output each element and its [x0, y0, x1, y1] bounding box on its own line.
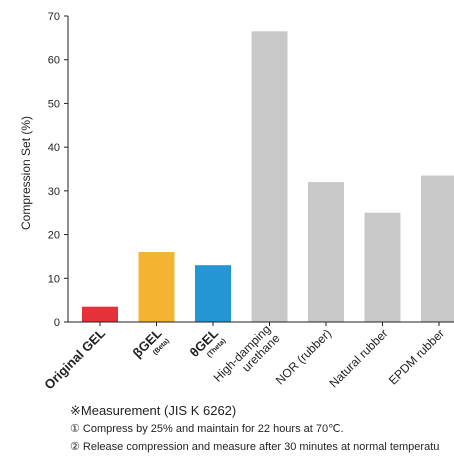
bar: [251, 31, 288, 323]
y-axis: 0 10 20 30 40 50 60 70: [48, 11, 69, 329]
y-tick-label: 20: [48, 230, 60, 242]
x-tick-label: EPDM rubber: [386, 326, 447, 387]
x-tick-label: βGEL(Beta): [129, 325, 170, 360]
category-labels: Original GEL βGEL(Beta) θGEL(Theta)High-da…: [41, 322, 447, 392]
y-tick-label: 70: [48, 11, 60, 23]
y-tick-label: 10: [48, 273, 60, 285]
note-line-2: ② Release compression and measure after …: [70, 441, 440, 453]
x-tick-label: Natural rubber: [326, 326, 390, 390]
notes-title: ※Measurement (JIS K 6262): [70, 403, 237, 418]
x-tick-label-text: NOR (rubber): [273, 326, 334, 387]
x-tick-label-text: Natural rubber: [326, 326, 390, 390]
y-axis-label: Compression Set (%): [19, 116, 33, 230]
bar: [138, 252, 175, 322]
x-axis: [68, 321, 454, 326]
y-tick-label: 30: [48, 186, 60, 198]
x-tick-label: θGEL(Theta): [187, 325, 228, 360]
bars: [82, 31, 454, 323]
x-tick-label: Original GEL: [41, 325, 108, 392]
bar: [82, 306, 118, 322]
x-tick-label: NOR (rubber): [273, 326, 334, 387]
y-tick-label: 40: [48, 142, 60, 154]
bar: [308, 182, 344, 322]
bar: [421, 175, 454, 322]
bar: [195, 265, 231, 322]
compression-set-chart: 0 10 20 30 40 50 60 70 Original GEL βGEL(Beta) θG…: [19, 11, 454, 392]
y-tick-label: 60: [48, 55, 60, 67]
measurement-notes: ※Measurement (JIS K 6262) ① Compress by …: [70, 402, 454, 456]
x-tick-label-text: EPDM rubber: [386, 326, 447, 387]
bar: [364, 212, 401, 322]
y-tick-label: 0: [54, 317, 60, 329]
note-line-1: ① Compress by 25% and maintain for 22 ho…: [70, 423, 344, 435]
x-tick-label-text: Original GEL: [41, 325, 108, 392]
y-tick-label: 50: [48, 98, 60, 110]
